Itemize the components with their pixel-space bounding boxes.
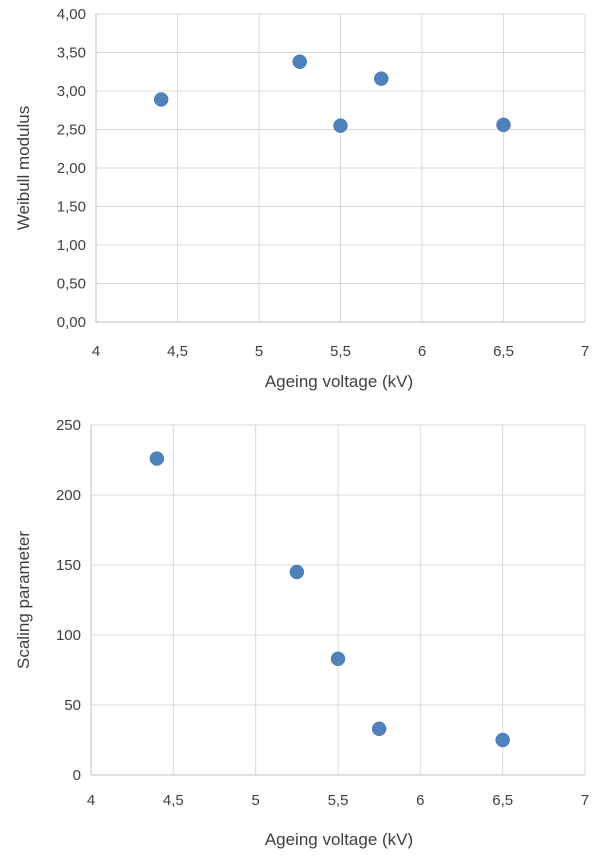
data-point: [153, 92, 169, 107]
data-point: [371, 721, 387, 737]
data-point: [292, 54, 307, 69]
y-tick-label: 2,00: [57, 160, 86, 177]
y-tick-label: 100: [56, 627, 81, 644]
y-tick-label: 0,00: [57, 314, 86, 331]
weibull-modulus-chart: Ageing voltage (kV) Weibull modulus 4 4,5…: [14, 6, 589, 391]
x-tick-label: 5,5: [328, 792, 349, 809]
data-point: [495, 732, 510, 748]
x-tick-label: 5: [251, 792, 259, 809]
y-tick-label: 3,00: [57, 83, 86, 100]
data-point: [374, 71, 389, 86]
y-tick-label: 50: [64, 697, 81, 714]
y-tick-label: 0: [73, 767, 81, 784]
scaling-parameter-chart: Ageing voltage (kV) Scaling parameter 4 4…: [14, 417, 589, 849]
y-tick-label: 0,50: [57, 276, 86, 293]
x-tick-label: 4: [92, 343, 100, 360]
y-tick-label: 4,00: [57, 6, 86, 23]
y-tick-label: 250: [56, 417, 81, 434]
data-point: [330, 651, 346, 667]
x-tick-label: 4,5: [163, 792, 184, 809]
data-point: [496, 117, 511, 133]
x-tick-label: 5,5: [330, 343, 351, 360]
chart-0-xlabel: Ageing voltage (kV): [265, 372, 413, 391]
x-tick-label: 6: [416, 792, 424, 809]
y-tick-label: 200: [56, 487, 81, 504]
y-tick-label: 2,50: [57, 122, 86, 139]
x-tick-label: 4,5: [167, 343, 188, 360]
data-point: [149, 451, 165, 466]
x-tick-label: 7: [581, 343, 589, 360]
chart-1-xlabel: Ageing voltage (kV): [265, 830, 413, 849]
x-tick-label: 6,5: [493, 343, 514, 360]
y-tick-label: 1,50: [57, 199, 86, 216]
x-tick-label: 5: [255, 343, 263, 360]
chart-1-ylabel: Scaling parameter: [14, 531, 33, 669]
data-point: [289, 564, 305, 580]
y-tick-label: 150: [56, 557, 81, 574]
y-tick-label: 3,50: [57, 45, 86, 62]
chart-0-ylabel: Weibull modulus: [14, 106, 33, 230]
x-tick-label: 4: [87, 792, 95, 809]
x-tick-label: 6: [418, 343, 426, 360]
y-tick-label: 1,00: [57, 237, 86, 254]
x-tick-label: 7: [581, 792, 589, 809]
data-point: [333, 118, 348, 133]
x-tick-label: 6,5: [492, 792, 513, 809]
